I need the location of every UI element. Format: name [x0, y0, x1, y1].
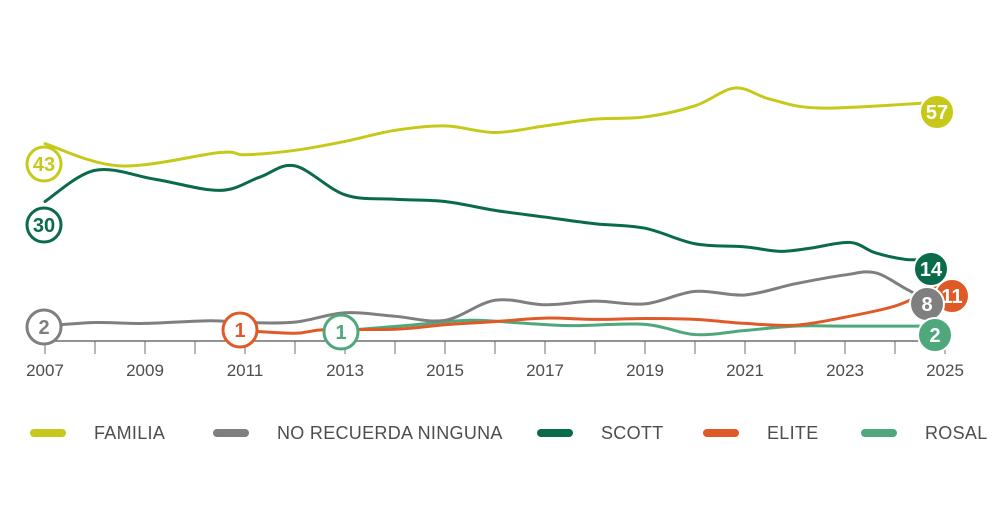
series-line-no-recuerda — [43, 270, 927, 328]
series-line-rosal — [343, 318, 947, 337]
legend-swatch-rosal — [861, 429, 897, 437]
legend-label-familia: FAMILIA — [94, 422, 166, 443]
start-marker-circle — [25, 145, 63, 183]
legend-swatch-scott — [537, 429, 573, 437]
legend-item-no-recuerda: NO RECUERDA NINGUNA — [213, 418, 503, 448]
x-tick-label: 2007 — [26, 361, 64, 380]
legend-label-elite: ELITE — [767, 422, 819, 443]
start-value-label: 30 — [33, 215, 55, 237]
start-marker-rosal: 1 — [322, 313, 360, 351]
start-value-label: 2 — [38, 317, 49, 339]
legend-label-scott: SCOTT — [601, 422, 664, 443]
start-value-label: 1 — [335, 322, 346, 344]
end-marker-rosal: 2 — [917, 317, 953, 353]
end-marker-circle — [917, 317, 953, 353]
x-tick-label: 2023 — [826, 361, 864, 380]
start-marker-elite: 1 — [221, 311, 259, 349]
start-value-label: 1 — [234, 320, 245, 342]
series-line-familia — [43, 86, 947, 168]
end-value-label: 14 — [920, 259, 943, 281]
end-marker-circle — [919, 94, 955, 130]
legend-item-scott: SCOTT — [537, 418, 664, 448]
start-marker-scott: 30 — [25, 206, 63, 244]
end-marker-scott: 14 — [913, 251, 949, 287]
x-tick-label: 2015 — [426, 361, 464, 380]
series-lines — [43, 86, 947, 337]
legend: FAMILIA NO RECUERDA NINGUNA SCOTT ELITE … — [0, 418, 1000, 448]
x-tick-label: 2011 — [227, 361, 264, 380]
legend-label-no-recuerda: NO RECUERDA NINGUNA — [277, 422, 503, 443]
legend-item-elite: ELITE — [703, 418, 819, 448]
end-value-label: 11 — [941, 286, 962, 308]
x-tick-label: 2009 — [126, 361, 164, 380]
x-tick-label: 2019 — [626, 361, 664, 380]
end-marker-familia: 57 — [919, 94, 955, 130]
legend-swatch-no-recuerda — [213, 429, 249, 437]
start-value-label: 43 — [33, 154, 55, 176]
end-value-label: 8 — [921, 294, 932, 316]
legend-label-rosal: ROSAL — [925, 422, 988, 443]
start-marker-circle — [25, 308, 63, 346]
legend-item-familia: FAMILIA — [30, 418, 165, 448]
start-marker-familia: 43 — [25, 145, 63, 183]
start-marker-no-recuerda: 2 — [25, 308, 63, 346]
series-line-scott — [43, 163, 927, 262]
x-axis-ticks — [44, 341, 946, 354]
start-marker-circle — [25, 206, 63, 244]
legend-swatch-familia — [30, 429, 66, 437]
line-chart: 2007 2009 2011 2013 2015 2017 2019 2021 2023 2025… — [25, 86, 970, 380]
x-tick-label: 2013 — [326, 361, 364, 380]
x-axis-tick-labels: 2007 2009 2011 2013 2015 2017 2019 2021 2023 2025 — [26, 361, 964, 380]
end-marker-no-recuerda: 8 — [909, 286, 945, 322]
end-value-label: 57 — [926, 102, 948, 124]
legend-swatch-elite — [703, 429, 739, 437]
start-marker-circle — [221, 311, 259, 349]
end-marker-circle — [913, 251, 949, 287]
x-tick-label: 2021 — [726, 361, 764, 380]
start-marker-circle — [322, 313, 360, 351]
legend-item-rosal: ROSAL — [861, 418, 988, 448]
end-value-label: 2 — [929, 325, 940, 347]
x-tick-label: 2025 — [926, 361, 964, 380]
x-tick-label: 2017 — [526, 361, 564, 380]
